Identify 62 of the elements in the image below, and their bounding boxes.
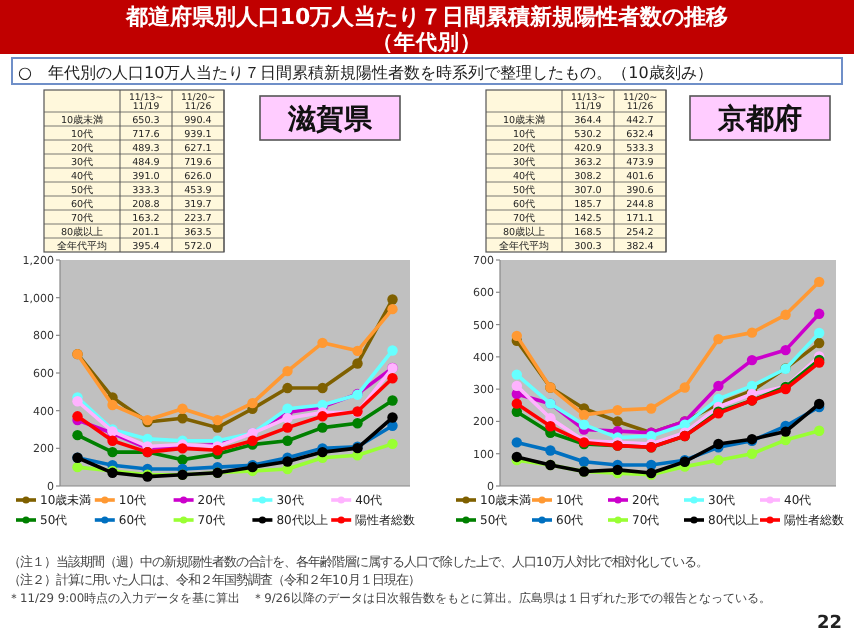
point: [511, 369, 522, 380]
point: [814, 425, 825, 436]
point: [511, 437, 522, 448]
point: [247, 397, 258, 409]
point: [814, 327, 825, 339]
point: [713, 380, 724, 392]
text: 22: [816, 614, 842, 634]
chart-title: 滋賀県: [286, 104, 374, 136]
point: [177, 403, 188, 414]
chart-title: 京都府: [716, 102, 802, 136]
point: [317, 422, 328, 433]
point: [713, 333, 724, 345]
point: [814, 276, 825, 288]
point: [282, 413, 293, 424]
point: [814, 337, 825, 349]
point: [780, 309, 791, 321]
point: [317, 337, 328, 349]
text: （年代別）: [372, 29, 482, 55]
point: [578, 456, 590, 467]
point: [780, 344, 791, 356]
point: [511, 330, 522, 342]
point: [352, 358, 363, 369]
point: [107, 399, 118, 411]
point: [107, 446, 118, 458]
point: [282, 422, 293, 433]
text: 都道府県別人口10万人当たり７日間累積新規陽性者数の推移: [123, 4, 729, 30]
point: [780, 426, 791, 437]
point: [317, 382, 328, 394]
point: [746, 327, 758, 338]
point: [713, 454, 724, 466]
point: [282, 382, 293, 394]
point: [612, 416, 623, 427]
point: [679, 382, 690, 393]
point: [387, 345, 398, 356]
point: [746, 354, 758, 366]
point: [612, 404, 623, 416]
point: [72, 429, 83, 441]
point: [387, 294, 398, 305]
point: [387, 438, 398, 450]
point: [511, 398, 522, 409]
point: [212, 414, 223, 426]
point: [387, 373, 398, 384]
point: [387, 412, 398, 423]
point: [545, 445, 556, 456]
point: [578, 419, 590, 430]
point: [646, 403, 657, 414]
point: [387, 303, 398, 315]
point: [107, 435, 118, 446]
point: [352, 418, 363, 429]
point: [282, 365, 293, 377]
point: [511, 380, 522, 392]
point: [746, 448, 758, 459]
text: ○ 年代別の人口10万人当たり７日間累積新規陽性者数を時系列で整理したもの。（10歳刻み）: [18, 64, 713, 82]
point: [177, 454, 188, 465]
point: [814, 308, 825, 320]
point: [282, 435, 293, 446]
point: [545, 421, 556, 432]
point: [352, 345, 363, 357]
point: [177, 413, 188, 424]
point: [578, 409, 590, 421]
point: [387, 395, 398, 406]
point: [72, 461, 83, 473]
